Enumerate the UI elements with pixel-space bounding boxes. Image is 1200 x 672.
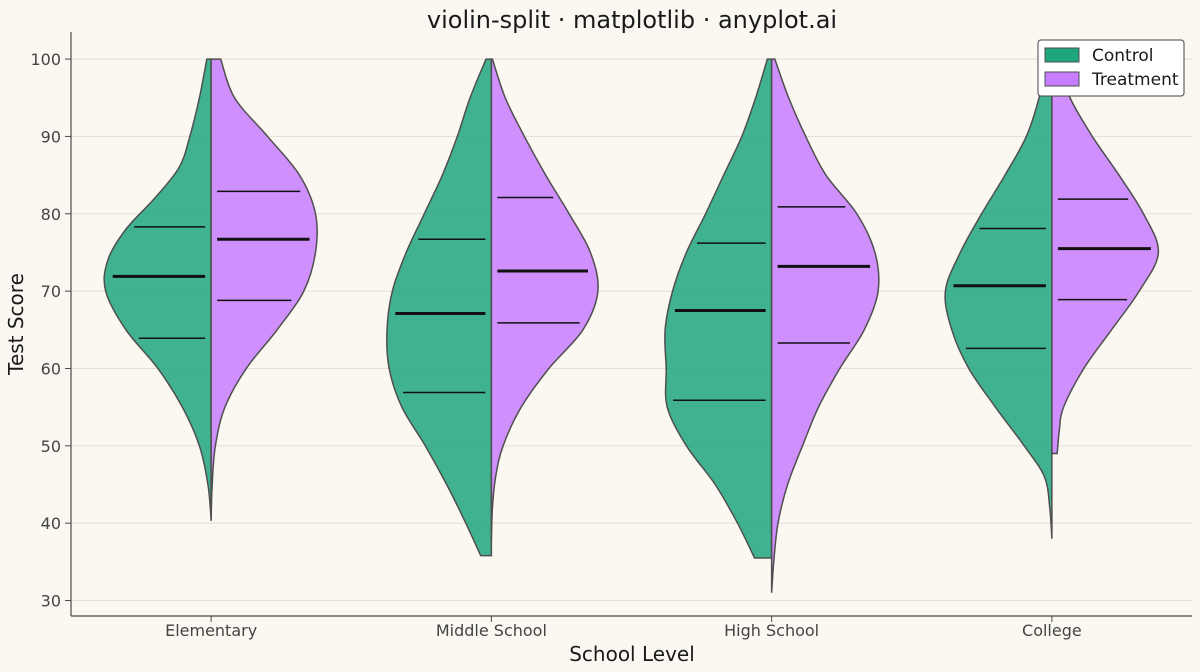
y-tick-label: 80 <box>41 205 61 224</box>
legend: Control Treatment <box>1037 39 1185 97</box>
violin-control-1 <box>386 58 493 557</box>
violin-plots <box>103 58 1160 593</box>
violin-treatment-0 <box>210 58 318 521</box>
y-axis-ticks: 30 40 50 60 70 80 90 100 <box>30 50 71 611</box>
x-axis-title: School Level <box>569 642 695 666</box>
y-axis-title: Test Score <box>4 273 28 376</box>
y-tick-label: 50 <box>41 437 61 456</box>
legend-label-treatment: Treatment <box>1091 70 1179 90</box>
legend-swatch-treatment <box>1044 71 1080 87</box>
y-tick-label: 100 <box>30 50 61 69</box>
y-tick-label: 70 <box>41 282 61 301</box>
violin-control-2 <box>664 58 773 559</box>
y-tick-label: 90 <box>41 127 61 146</box>
y-tick-label: 40 <box>41 514 61 533</box>
legend-label-control: Control <box>1092 46 1153 66</box>
violin-control-3 <box>944 71 1053 539</box>
chart-title: violin-split · matplotlib · anyplot.ai <box>427 6 837 34</box>
violin-treatment-2 <box>770 58 880 593</box>
x-axis-ticks: Elementary Middle School High School Colleg… <box>165 616 1082 640</box>
violin-treatment-3 <box>1051 58 1160 455</box>
x-tick-label: College <box>1022 621 1082 640</box>
axes <box>70 32 1192 617</box>
violin-control-0 <box>103 58 212 520</box>
violin-treatment-1 <box>490 58 599 540</box>
x-tick-label: Elementary <box>165 621 257 640</box>
legend-swatch-control <box>1044 47 1080 63</box>
y-tick-label: 30 <box>41 592 61 611</box>
x-tick-label: High School <box>724 621 819 640</box>
y-tick-label: 60 <box>41 359 61 378</box>
x-tick-label: Middle School <box>436 621 547 640</box>
